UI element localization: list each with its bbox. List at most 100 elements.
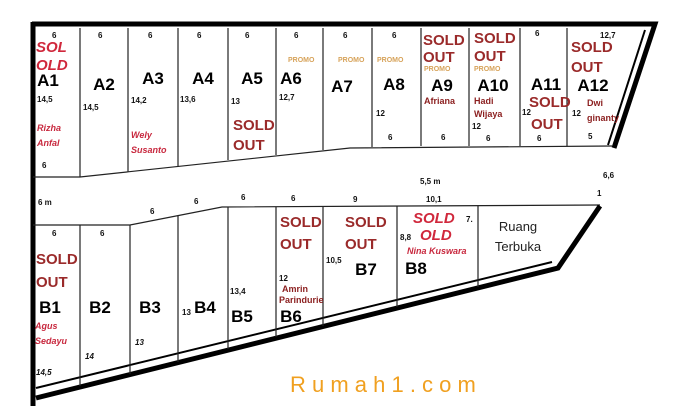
status-text: OUT	[280, 236, 312, 253]
lot-a8[interactable]: 6 PROMO A8 12 6	[376, 31, 405, 142]
status-text: SOLD	[423, 32, 465, 49]
open-space: Ruang Terbuka	[495, 219, 542, 254]
lot-width: 6	[388, 133, 393, 142]
lot-b5[interactable]: 13,4 B5	[230, 287, 253, 326]
promo-tag: PROMO	[474, 66, 501, 73]
edge-dim: 6	[291, 194, 296, 203]
lot-label: B6	[280, 307, 302, 326]
lot-width: 6	[441, 133, 446, 142]
lot-depth: 12	[572, 109, 581, 118]
owner-name: Hadi	[474, 96, 494, 106]
status-text: OUT	[423, 49, 455, 66]
status-text: SOLD	[345, 214, 387, 231]
status-text: SOLD	[529, 94, 571, 111]
lot-a4[interactable]: 6 A4 13,6	[180, 31, 214, 104]
lot-a9[interactable]: SOLD OUT PROMO A9 Afriana 6	[423, 32, 465, 142]
lot-label: B8	[405, 259, 427, 278]
lot-label: A5	[241, 69, 263, 88]
lot-label: A6	[280, 69, 302, 88]
lot-width: 6	[343, 31, 348, 40]
lot-label: A11	[531, 75, 561, 94]
lot-width: 10,1	[426, 195, 442, 204]
lot-width: 6	[98, 31, 103, 40]
road: 6 m 5,5 m 6,6 1 6 6 6 6	[38, 171, 615, 216]
open-space-label: Terbuka	[495, 239, 542, 254]
lot-label: A9	[431, 76, 453, 95]
lot-depth: 14,5	[83, 103, 99, 112]
lot-width: 6	[294, 31, 299, 40]
lot-b4[interactable]: 13 B4	[182, 298, 216, 317]
lot-a11[interactable]: 6 A11 SOLD 12 OUT 6	[522, 29, 571, 143]
status-text: OUT	[233, 137, 265, 154]
lot-width: 6	[42, 161, 47, 170]
status-text: SOLD	[36, 251, 78, 268]
lot-a10[interactable]: SOLD OUT PROMO A10 Hadi Wijaya 12 6	[472, 30, 516, 143]
lot-a3[interactable]: 6 A3 14,2 Wely Susanto	[131, 31, 167, 155]
lot-width: 9	[353, 195, 358, 204]
lot-depth: 13	[135, 338, 144, 347]
lot-label: A2	[93, 75, 115, 94]
corner-dim: 1	[597, 189, 602, 198]
owner-name: Sedayu	[35, 336, 68, 346]
block-a-outline	[30, 21, 659, 406]
lot-a7[interactable]: 6 PROMO A7	[331, 31, 365, 96]
lot-depth: 12	[522, 108, 531, 117]
lot-a5[interactable]: 6 A5 13 SOLD OUT	[231, 31, 275, 154]
lot-b2[interactable]: 6 B2 14	[85, 229, 111, 361]
status-text: SOLD	[280, 214, 322, 231]
lot-a1[interactable]: 6 SOL OLD A1 14,5 Rizha Anfal 6	[36, 31, 68, 170]
lot-depth: 8,8	[400, 233, 412, 242]
status-text: OLD	[420, 227, 452, 244]
edge-dim: 6	[194, 197, 199, 206]
lot-label: B7	[355, 260, 377, 279]
lot-width: 6	[148, 31, 153, 40]
lot-label: B2	[89, 298, 111, 317]
lot-label: B3	[139, 298, 161, 317]
lot-a12[interactable]: 12,7 SOLD OUT A12 Dwi 12 ginanty 5	[571, 31, 619, 141]
owner-name: Agus	[34, 321, 58, 331]
lot-b7[interactable]: 9 SOLD OUT 10,5 B7	[326, 195, 387, 279]
lot-label: A1	[37, 71, 59, 90]
owner-name: Amrin	[282, 284, 308, 294]
owner-name: Dwi	[587, 98, 603, 108]
owner-name: Rizha	[37, 123, 61, 133]
lot-label: B5	[231, 307, 253, 326]
lot-b3[interactable]: B3 13	[135, 298, 161, 347]
lot-width: 12,7	[600, 31, 616, 40]
edge-dim: 6	[241, 193, 246, 202]
owner-name: Nina Kuswara	[407, 246, 467, 256]
lot-depth: 14	[85, 352, 94, 361]
status-text: OUT	[474, 48, 506, 65]
promo-tag: PROMO	[377, 57, 404, 64]
owner-name: Anfal	[36, 138, 60, 148]
lot-b6[interactable]: SOLD OUT 12 Amrin Parindurie B6	[279, 214, 324, 326]
lot-a6[interactable]: 6 PROMO A6 12,7	[279, 31, 315, 102]
lot-width: 6	[100, 229, 105, 238]
lot-label: A4	[192, 69, 214, 88]
promo-tag: PROMO	[424, 66, 451, 73]
owner-name: Afriana	[424, 96, 456, 106]
promo-tag: PROMO	[288, 57, 315, 64]
lot-b1[interactable]: 6 SOLD OUT B1 Agus Sedayu 14,5	[34, 229, 78, 377]
promo-tag: PROMO	[338, 57, 365, 64]
lot-label: A10	[477, 76, 508, 95]
lot-a2[interactable]: 6 A2 14,5	[83, 31, 115, 112]
owner-name: Wijaya	[474, 109, 503, 119]
lot-width: 5	[588, 132, 593, 141]
lot-depth: 13	[182, 308, 191, 317]
open-space-label: Ruang	[499, 219, 537, 234]
lot-depth: 7.	[466, 215, 473, 224]
road-width-mid: 5,5 m	[420, 177, 440, 186]
lot-width: 6	[535, 29, 540, 38]
lot-width: 6	[245, 31, 250, 40]
lot-label: A8	[383, 75, 405, 94]
status-text: OUT	[36, 274, 68, 291]
status-text: OUT	[531, 116, 563, 133]
lot-depth: 12	[472, 122, 481, 131]
status-text: SOL	[36, 39, 67, 56]
edge-dim: 6	[150, 207, 155, 216]
lot-b8[interactable]: 10,1 SOLD 7. 8,8 OLD Nina Kuswara B8	[400, 195, 473, 278]
lot-width: 6	[52, 31, 57, 40]
lot-label: A7	[331, 77, 353, 96]
lot-depth: 13	[231, 97, 240, 106]
